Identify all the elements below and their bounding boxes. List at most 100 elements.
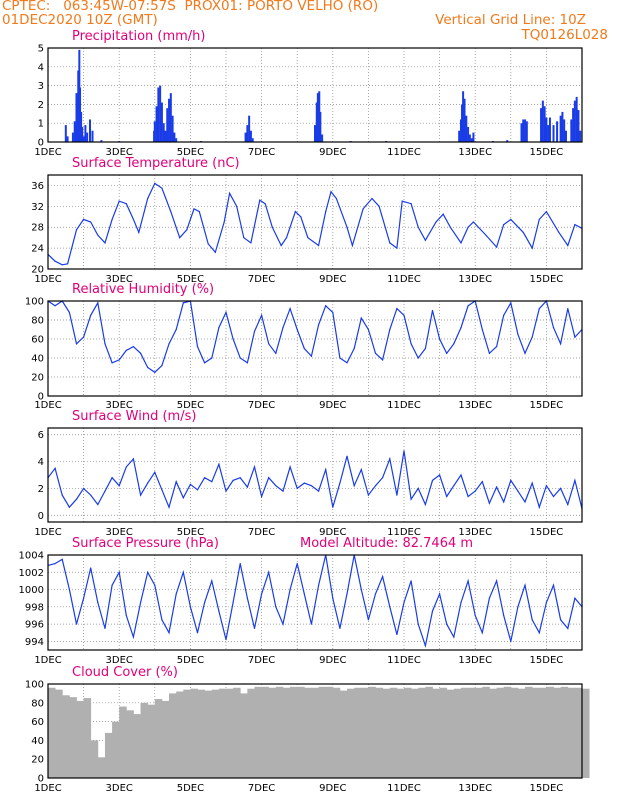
cloud-bar-53 — [425, 686, 433, 778]
ytick-label-p2-1: 20 — [31, 373, 44, 384]
cloud-bar-28 — [247, 688, 255, 778]
series-point-p1-68 — [574, 224, 576, 226]
series-point-p4-20 — [189, 606, 191, 608]
series-point-p2-51 — [410, 343, 412, 345]
header-line1: CPTEC: 063:45W-07:57S PROX01: PORTO VELH… — [2, 0, 378, 14]
series-point-p3-50 — [403, 450, 405, 452]
xtick-label-p0-4: 9DEC — [319, 147, 346, 158]
xtick-label-p2-3: 7DEC — [248, 400, 275, 411]
precip-bar-39 — [315, 102, 318, 142]
series-point-p2-45 — [367, 328, 369, 331]
series-point-p1-2 — [61, 264, 63, 266]
series-point-p3-13 — [139, 494, 142, 496]
series-point-p4-7 — [97, 601, 99, 604]
cloud-bar-41 — [339, 690, 348, 778]
series-point-p3-71 — [552, 495, 555, 498]
panel-annotation-p4: Model Altitude: 82.7464 m — [300, 536, 473, 551]
series-point-p3-22 — [204, 477, 206, 479]
xtick-label-p0-1: 3DEC — [106, 147, 133, 158]
precip-bar-25 — [164, 130, 167, 142]
xtick-label-p3-1: 3DEC — [106, 527, 133, 538]
series-point-p2-14 — [147, 366, 149, 369]
cloud-bar-56 — [446, 689, 455, 778]
series-point-p2-25 — [225, 311, 227, 313]
xtick-label-p3-6: 13DEC — [458, 527, 492, 538]
series-point-p2-23 — [211, 357, 213, 359]
series-point-p1-3 — [66, 263, 69, 265]
series-point-p4-37 — [310, 623, 313, 625]
series-point-p4-74 — [574, 597, 576, 599]
series-point-p3-6 — [90, 494, 92, 496]
series-point-p4-15 — [154, 584, 156, 586]
cloud-bar-27 — [240, 693, 248, 778]
series-point-p4-36 — [303, 593, 305, 595]
series-point-p3-51 — [410, 498, 412, 500]
series-point-p3-17 — [168, 506, 170, 508]
series-point-p1-61 — [510, 218, 512, 220]
cloud-bar-69 — [539, 687, 547, 778]
precip-bar-26 — [166, 108, 169, 142]
series-point-p2-33 — [282, 327, 284, 329]
series-point-p1-11 — [125, 203, 127, 205]
series-point-p4-4 — [75, 623, 78, 625]
series-point-p2-24 — [218, 327, 220, 329]
precip-bar-13 — [86, 132, 89, 142]
series-point-p4-29 — [253, 627, 256, 630]
series-point-p2-40 — [332, 311, 334, 313]
series-point-p4-30 — [261, 593, 263, 595]
series-point-p2-50 — [403, 314, 405, 316]
series-point-p1-16 — [161, 187, 163, 189]
precip-bar-21 — [157, 87, 160, 142]
xtick-label-p4-1: 3DEC — [106, 655, 133, 666]
precip-bar-22 — [159, 85, 162, 142]
series-point-p4-38 — [317, 584, 320, 586]
ytick-label-p0-3: 3 — [38, 81, 44, 92]
series-point-p2-39 — [325, 305, 327, 307]
precip-bar-35 — [248, 115, 251, 142]
series-point-p3-53 — [424, 503, 426, 506]
series-point-p3-27 — [239, 477, 241, 479]
xtick-label-p5-4: 9DEC — [319, 783, 346, 794]
panel-title-p0: Precipitation (mm/h) — [72, 29, 205, 44]
series-point-p1-4 — [75, 229, 78, 231]
series-point-p2-18 — [175, 328, 177, 331]
series-point-p3-49 — [396, 494, 398, 496]
precip-bar-33 — [244, 132, 247, 142]
cloud-bar-70 — [546, 686, 554, 778]
precip-bar-0 — [64, 125, 67, 142]
series-point-p2-27 — [239, 357, 241, 359]
cloud-bar-15 — [154, 699, 163, 778]
cloud-bar-39 — [325, 686, 334, 778]
precip-bar-40 — [316, 93, 319, 142]
series-point-p3-47 — [382, 477, 384, 479]
series-point-p2-12 — [132, 346, 135, 348]
ytick-label-p1-0: 20 — [31, 265, 44, 276]
xtick-label-p5-3: 7DEC — [248, 783, 275, 794]
series-point-p1-21 — [198, 210, 200, 213]
cloud-bar-6 — [90, 740, 99, 778]
ytick-label-p1-1: 24 — [31, 244, 44, 255]
series-point-p3-55 — [439, 474, 441, 476]
series-point-p3-74 — [574, 479, 576, 481]
series-point-p3-8 — [104, 490, 106, 492]
series-point-p3-61 — [481, 481, 483, 483]
ytick-label-p4-2: 998 — [25, 602, 44, 613]
precip-bar-72 — [563, 119, 566, 142]
series-point-p4-34 — [289, 588, 291, 591]
series-point-p2-72 — [560, 343, 562, 345]
series-point-p2-34 — [289, 308, 291, 310]
series-point-p3-30 — [261, 495, 263, 498]
cloud-bar-42 — [347, 688, 355, 778]
cloud-bar-9 — [112, 721, 120, 778]
series-point-p3-26 — [232, 479, 234, 481]
precip-bar-6 — [77, 70, 80, 142]
cloud-bar-75 — [582, 688, 590, 778]
ytick-label-p2-3: 60 — [31, 335, 44, 346]
ytick-label-p2-2: 40 — [31, 354, 44, 365]
panel-title-p3: Surface Wind (m/s) — [72, 409, 196, 424]
ytick-label-p0-1: 1 — [38, 119, 44, 130]
series-point-p1-59 — [495, 246, 498, 248]
series-point-p1-50 — [417, 226, 419, 228]
series-point-p3-73 — [567, 503, 569, 506]
series-point-p1-35 — [300, 216, 302, 218]
